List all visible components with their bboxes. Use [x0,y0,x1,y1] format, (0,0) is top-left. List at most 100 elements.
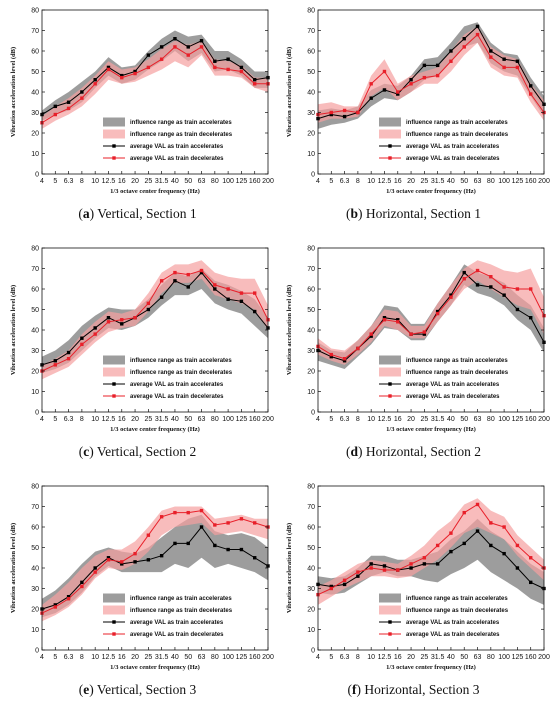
legend-marker [388,144,392,148]
point-accelerates [342,359,347,363]
point-decelerates [120,318,124,322]
y-tick-label: 10 [31,151,39,158]
series-line-decelerates [41,46,268,124]
point-decelerates [199,508,204,513]
y-tick-label: 30 [31,348,39,355]
x-tick-label: 6.3 [340,416,350,423]
legend-label: average VAL as train accelerates [130,144,224,150]
legend-label: influence range as train accelerates [406,120,508,126]
x-tick-label: 40 [447,178,455,185]
x-tick-label: 4 [40,178,44,185]
y-tick-label: 40 [307,565,315,572]
y-tick-label: 0 [35,647,39,654]
legend-label: average VAL as train accelerates [130,620,224,626]
point-accelerates [502,293,506,297]
legend-label: average VAL as train decelerates [130,394,224,400]
legend-swatch [103,593,125,603]
point-accelerates [475,529,480,533]
point-accelerates [382,316,387,320]
x-tick-label: 40 [171,178,179,185]
x-tick-label: 6.3 [340,654,350,661]
y-tick-label: 60 [307,524,315,531]
x-tick-label: 20 [407,654,415,661]
legend-label: average VAL as train decelerates [406,156,500,162]
point-accelerates [369,96,373,100]
point-accelerates [80,90,84,94]
point-accelerates [382,88,387,92]
x-tick-label: 5 [53,654,57,661]
y-tick-label: 50 [307,545,315,552]
band-decelerates [318,26,544,123]
x-tick-label: 125 [236,178,248,185]
y-tick-label: 10 [307,389,315,396]
y-tick-label: 0 [311,171,315,178]
legend: influence range as train accelerates infl… [379,355,509,400]
point-accelerates [329,584,333,589]
y-tick-label: 10 [31,627,39,634]
x-tick-label: 16 [118,178,126,185]
point-accelerates [186,285,190,289]
point-decelerates [159,279,164,283]
y-tick-label: 30 [31,110,39,117]
legend: influence range as train accelerates infl… [103,593,233,638]
legend-marker [112,382,116,386]
point-decelerates [133,316,137,320]
legend-label: average VAL as train decelerates [406,632,500,638]
x-tick-label: 40 [447,416,455,423]
y-tick-label: 80 [31,7,39,14]
point-decelerates [120,560,124,564]
legend-swatch [103,355,125,365]
point-accelerates [515,307,520,312]
point-decelerates [213,523,217,527]
point-decelerates [329,352,333,357]
point-decelerates [199,45,204,49]
caption-f: (f) Horizontal, Section 3 [347,682,480,697]
point-decelerates [396,320,400,324]
x-tick-label: 31.5 [155,416,169,423]
x-tick-label: 6.3 [64,178,74,185]
point-accelerates [133,560,137,564]
point-decelerates [106,67,111,72]
point-accelerates [239,547,244,552]
series-line-accelerates [317,530,545,589]
series-line-accelerates [317,25,545,120]
x-axis-label: 1/3 octave center frequency (Hz) [386,426,476,433]
point-accelerates [159,295,164,299]
point-decelerates [489,521,493,525]
y-axis-label: Vibration acceleration level (dB) [10,47,17,137]
legend-swatch [379,355,401,365]
point-accelerates [502,551,506,556]
point-decelerates [173,270,177,275]
legend-label: average VAL as train accelerates [130,382,224,388]
y-tick-label: 50 [31,545,39,552]
caption-d: (d) Horizontal, Section 2 [346,444,481,459]
point-decelerates [253,291,257,295]
x-tick-label: 80 [487,654,495,661]
point-decelerates [133,551,137,556]
y-tick-label: 70 [31,266,39,273]
legend-label: influence range as train decelerates [130,132,233,138]
point-decelerates [382,318,387,322]
x-tick-label: 12.5 [378,654,392,661]
x-tick-label: 100 [498,416,510,423]
point-accelerates [186,45,190,49]
point-decelerates [120,75,124,80]
point-accelerates [199,270,204,275]
legend-marker [112,144,116,148]
legend-marker [112,620,116,624]
y-tick-label: 20 [307,130,315,137]
point-accelerates [199,525,204,529]
point-decelerates [66,106,71,111]
band-accelerates [42,30,268,121]
point-accelerates [475,283,480,287]
y-axis-label: Vibration acceleration level (dB) [10,285,17,375]
point-accelerates [529,580,533,585]
x-tick-label: 8 [80,178,84,185]
x-tick-label: 5 [329,416,333,423]
point-accelerates [146,53,151,57]
point-accelerates [226,297,230,301]
point-decelerates [342,357,347,361]
point-accelerates [80,336,84,340]
point-decelerates [422,556,427,560]
